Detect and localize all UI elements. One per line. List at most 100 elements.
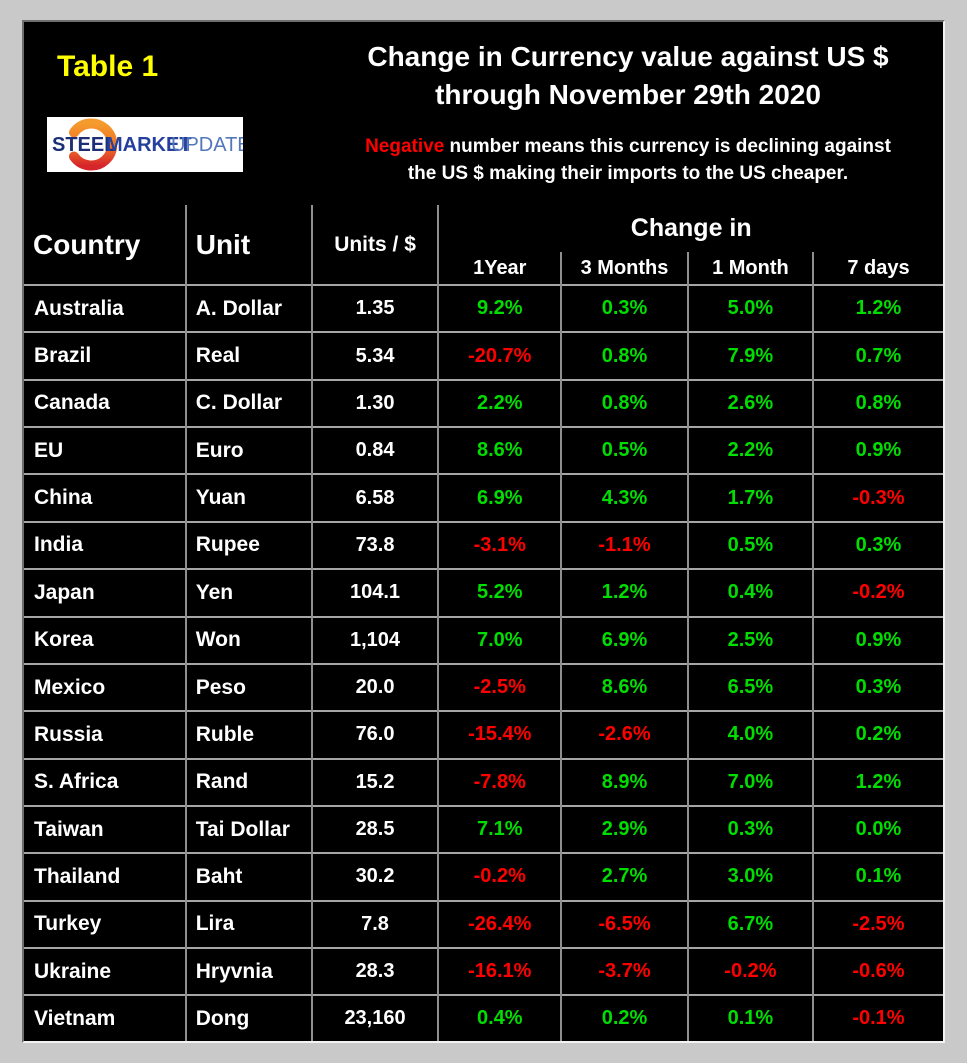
change-3months-cell: -2.6%	[560, 710, 688, 759]
currency-table-wrap: Country Unit Units / $ Change in 1Year 3…	[24, 205, 943, 1041]
units-per-dollar-cell: 20.0	[310, 662, 439, 712]
change-1month-cell: 7.9%	[686, 331, 813, 380]
units-per-dollar-cell: 104.1	[310, 568, 439, 617]
unit-cell: Dong	[184, 994, 312, 1041]
change-7days-cell: 0.3%	[811, 520, 943, 570]
unit-cell: Real	[184, 331, 312, 380]
units-per-dollar-cell: 0.84	[310, 426, 439, 475]
note-line-1: Negative number means this currency is d…	[311, 133, 945, 160]
units-per-dollar-cell: 7.8	[310, 899, 439, 949]
unit-cell: Rupee	[184, 520, 312, 570]
change-1year-cell: 8.6%	[437, 426, 562, 475]
change-1year-cell: 7.0%	[437, 615, 562, 664]
table-row: China Yuan 6.58 6.9% 4.3% 1.7% -0.3%	[24, 473, 943, 522]
table-row: Taiwan Tai Dollar 28.5 7.1% 2.9% 0.3% 0.0%	[24, 804, 943, 854]
change-1year-cell: 9.2%	[437, 283, 562, 333]
unit-cell: Hryvnia	[184, 947, 312, 996]
change-7days-cell: -0.2%	[811, 568, 943, 617]
change-1year-cell: -2.5%	[437, 662, 562, 712]
table-row: Ukraine Hryvnia 28.3 -16.1% -3.7% -0.2% -0.6%	[24, 947, 943, 996]
units-per-dollar-cell: 1.35	[310, 283, 439, 333]
units-per-dollar-cell: 23,160	[310, 994, 439, 1041]
change-1month-cell: 2.5%	[686, 615, 813, 664]
change-1month-cell: 0.1%	[686, 994, 813, 1041]
units-per-dollar-cell: 76.0	[310, 710, 439, 759]
unit-cell: Yen	[184, 568, 312, 617]
country-cell: S. Africa	[24, 757, 186, 806]
unit-cell: Rand	[184, 757, 312, 806]
change-3months-cell: 1.2%	[560, 568, 688, 617]
change-7days-cell: 1.2%	[811, 283, 943, 333]
units-per-dollar-cell: 15.2	[310, 757, 439, 806]
note-rest: number means this currency is declining …	[444, 136, 891, 157]
change-7days-cell: 0.7%	[811, 331, 943, 380]
country-cell: Canada	[24, 378, 186, 428]
logo-word-steel: STEEL	[52, 134, 116, 156]
unit-cell: Tai Dollar	[184, 804, 312, 854]
unit-cell: C. Dollar	[184, 378, 312, 428]
title-zone: Change in Currency value against US $ th…	[311, 22, 945, 187]
change-7days-cell: -0.6%	[811, 947, 943, 996]
table-row: Thailand Baht 30.2 -0.2% 2.7% 3.0% 0.1%	[24, 852, 943, 901]
change-1year-cell: -3.1%	[437, 520, 562, 570]
country-cell: Russia	[24, 710, 186, 759]
header-3months: 3 Months	[560, 252, 688, 285]
country-cell: Taiwan	[24, 804, 186, 854]
header-row-main: Country Unit Units / $ Change in	[24, 205, 943, 285]
title-line-2: through November 29th 2020	[435, 79, 821, 110]
change-3months-cell: 6.9%	[560, 615, 688, 664]
change-7days-cell: 0.3%	[811, 662, 943, 712]
table-row: EU Euro 0.84 8.6% 0.5% 2.2% 0.9%	[24, 426, 943, 475]
change-1year-cell: -16.1%	[437, 947, 562, 996]
units-per-dollar-cell: 30.2	[310, 852, 439, 901]
change-1month-cell: 3.0%	[686, 852, 813, 901]
country-cell: Vietnam	[24, 994, 186, 1041]
currency-table: Country Unit Units / $ Change in 1Year 3…	[24, 205, 943, 1041]
table-row: Canada C. Dollar 1.30 2.2% 0.8% 2.6% 0.8%	[24, 378, 943, 428]
change-1month-cell: 2.6%	[686, 378, 813, 428]
header-country: Country	[33, 228, 141, 260]
change-7days-cell: 0.9%	[811, 426, 943, 475]
change-1month-cell: 0.3%	[686, 804, 813, 854]
units-per-dollar-cell: 1,104	[310, 615, 439, 664]
change-7days-cell: 0.1%	[811, 852, 943, 901]
change-1year-cell: 0.4%	[437, 994, 562, 1041]
unit-cell: Euro	[184, 426, 312, 475]
change-1month-cell: 6.7%	[686, 899, 813, 949]
change-3months-cell: 2.9%	[560, 804, 688, 854]
panel-header: Table 1 STEEL MARKET UPDATE	[24, 22, 943, 205]
change-7days-cell: -2.5%	[811, 899, 943, 949]
change-1month-cell: 0.4%	[686, 568, 813, 617]
logo-swoosh-icon	[69, 118, 118, 171]
title-line-1: Change in Currency value against US $	[367, 41, 889, 72]
header-1month: 1 Month	[686, 252, 813, 285]
table-row: Korea Won 1,104 7.0% 6.9% 2.5% 0.9%	[24, 615, 943, 664]
change-7days-cell: 0.0%	[811, 804, 943, 854]
country-cell: Japan	[24, 568, 186, 617]
change-1month-cell: 4.0%	[686, 710, 813, 759]
change-7days-cell: 0.9%	[811, 615, 943, 664]
units-per-dollar-cell: 28.3	[310, 947, 439, 996]
change-1year-cell: -20.7%	[437, 331, 562, 380]
change-1month-cell: 7.0%	[686, 757, 813, 806]
header-7days: 7 days	[811, 252, 943, 285]
unit-cell: Won	[184, 615, 312, 664]
table-row: Japan Yen 104.1 5.2% 1.2% 0.4% -0.2%	[24, 568, 943, 617]
unit-cell: Yuan	[184, 473, 312, 522]
change-1year-cell: -26.4%	[437, 899, 562, 949]
unit-cell: Ruble	[184, 710, 312, 759]
change-3months-cell: -3.7%	[560, 947, 688, 996]
change-1month-cell: 6.5%	[686, 662, 813, 712]
change-1year-cell: -15.4%	[437, 710, 562, 759]
country-cell: India	[24, 520, 186, 570]
table-row: Mexico Peso 20.0 -2.5% 8.6% 6.5% 0.3%	[24, 662, 943, 712]
change-1month-cell: 5.0%	[686, 283, 813, 333]
change-1year-cell: 2.2%	[437, 378, 562, 428]
header-1year: 1Year	[437, 252, 562, 285]
table-row: India Rupee 73.8 -3.1% -1.1% 0.5% 0.3%	[24, 520, 943, 570]
header-units-per-dollar: Units / $	[310, 205, 439, 285]
table-row: Brazil Real 5.34 -20.7% 0.8% 7.9% 0.7%	[24, 331, 943, 380]
currency-table-panel: Table 1 STEEL MARKET UPDATE	[22, 20, 945, 1043]
change-7days-cell: -0.1%	[811, 994, 943, 1041]
